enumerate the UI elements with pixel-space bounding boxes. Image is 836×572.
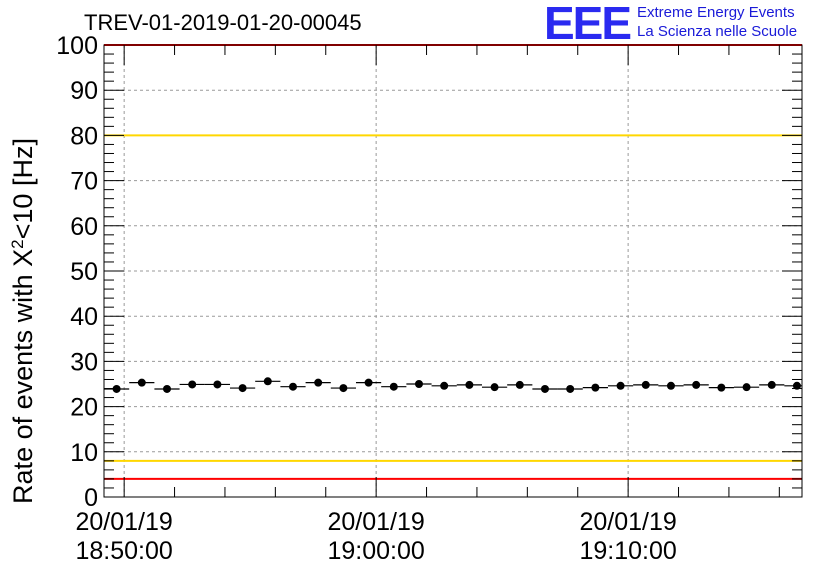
data-point	[263, 377, 272, 386]
data-point	[792, 381, 801, 390]
data-point	[238, 384, 247, 393]
axis-ticks	[104, 44, 802, 498]
y-tick-label: 70	[70, 168, 98, 196]
data-point	[666, 381, 675, 390]
data-point	[364, 378, 373, 387]
y-tick-label: 10	[70, 439, 98, 467]
data-point	[389, 382, 398, 391]
grid-lines	[104, 45, 802, 497]
data-point	[566, 384, 575, 393]
data-point	[616, 381, 625, 390]
data-point	[591, 383, 600, 392]
x-tick-label-time: 18:50:00	[75, 537, 172, 565]
data-point	[490, 383, 499, 392]
x-tick-label-time: 19:00:00	[327, 537, 424, 565]
y-tick-label: 90	[70, 77, 98, 105]
plot-title: TREV-01-2019-01-20-00045	[84, 10, 362, 35]
data-series	[104, 377, 802, 393]
y-tick-label: 100	[56, 32, 98, 60]
data-point	[515, 380, 524, 389]
x-tick-label-date: 20/01/19	[75, 508, 172, 536]
data-point	[540, 384, 549, 393]
reference-lines	[104, 44, 802, 480]
y-tick-label: 60	[70, 213, 98, 241]
data-point	[213, 380, 222, 389]
x-tick-label-date: 20/01/19	[327, 508, 424, 536]
data-point	[742, 383, 751, 392]
data-point	[767, 380, 776, 389]
data-point	[339, 384, 348, 393]
data-point	[414, 380, 423, 388]
axis-labels: 010203040506070809010020/01/1918:50:0020…	[56, 32, 677, 565]
data-point	[717, 383, 726, 392]
eee-logo: EEE Extreme Energy Events La Scienza nel…	[544, 0, 834, 49]
y-tick-label: 20	[70, 394, 98, 422]
data-point	[137, 378, 146, 387]
x-tick-label-time: 19:10:00	[579, 537, 676, 565]
data-point	[314, 378, 323, 387]
logo-text-line1: Extreme Energy Events	[637, 4, 795, 21]
data-point	[692, 380, 701, 389]
y-tick-label: 80	[70, 122, 98, 150]
y-axis-title-rest: <10 [Hz]	[8, 138, 38, 239]
data-point	[440, 381, 449, 390]
y-axis-title-base: Rate of events with X	[8, 249, 38, 504]
logo-text-line2: La Scienza nelle Scuole	[637, 23, 798, 40]
data-point	[188, 380, 197, 389]
y-axis-title-superscript: 2	[8, 239, 27, 248]
y-tick-label: 50	[70, 258, 98, 286]
y-tick-label: 0	[84, 484, 98, 512]
data-point	[465, 380, 474, 389]
data-point	[288, 382, 297, 391]
x-tick-label-date: 20/01/19	[579, 508, 676, 536]
data-point	[641, 380, 650, 389]
y-tick-label: 30	[70, 348, 98, 376]
data-point	[162, 384, 171, 393]
data-point	[112, 384, 121, 393]
y-axis-title: Rate of events with X2<10 [Hz]	[8, 138, 39, 504]
eee-logo-mark: EEE	[544, 0, 632, 49]
y-tick-label: 40	[70, 303, 98, 331]
